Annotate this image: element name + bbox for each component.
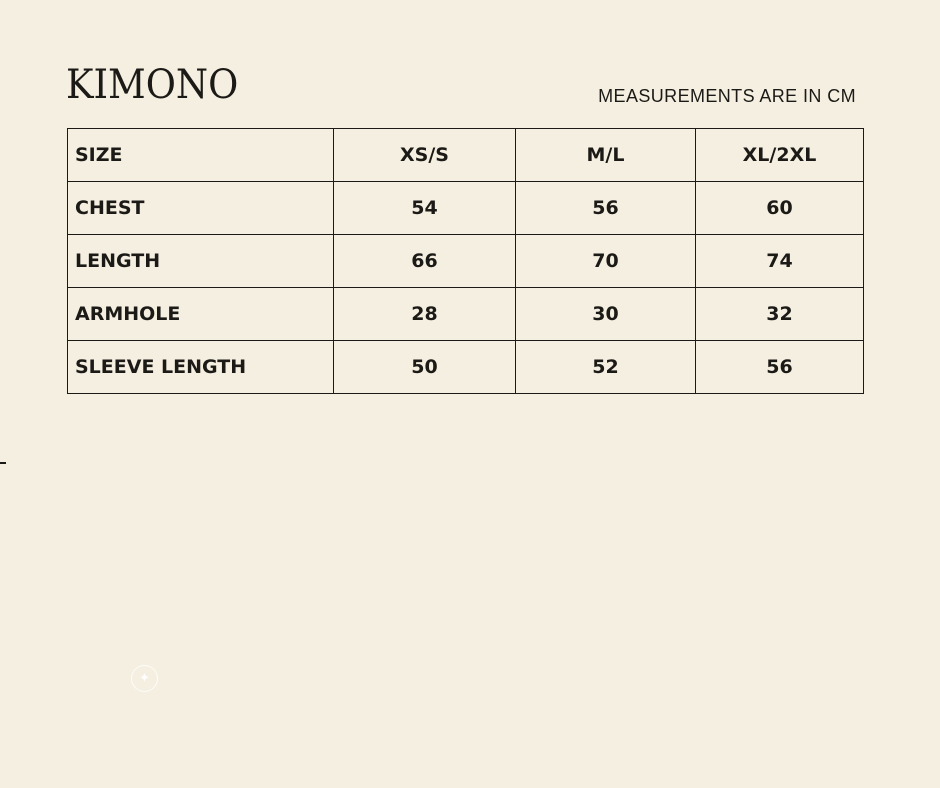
size-header: XL/2XL (695, 128, 864, 182)
measurement-cell: 56 (695, 340, 864, 394)
row-label: LENGTH (67, 234, 334, 288)
measurement-cell: 66 (333, 234, 516, 288)
measurement-cell: 56 (515, 181, 696, 235)
measurement-cell: 28 (333, 287, 516, 341)
size-header: XS/S (333, 128, 516, 182)
size-chart-table: SIZE XS/S M/L XL/2XL CHEST 54 56 60 LENGTH 66 70 74… (67, 128, 864, 394)
brand-logo: KIMONO (66, 62, 239, 108)
size-header: M/L (515, 128, 696, 182)
measurement-cell: 54 (333, 181, 516, 235)
measurement-cell: 32 (695, 287, 864, 341)
measurement-cell: 60 (695, 181, 864, 235)
table-row: LENGTH 66 70 74 (67, 234, 864, 288)
table-row: SLEEVE LENGTH 50 52 56 (67, 340, 864, 394)
measurement-cell: 52 (515, 340, 696, 394)
measurement-cell: 50 (333, 340, 516, 394)
header-row: SIZE XS/S M/L XL/2XL (67, 128, 864, 182)
measurement-cell: 30 (515, 287, 696, 341)
table-row: ARMHOLE 28 30 32 (67, 287, 864, 341)
table-row: CHEST 54 56 60 (67, 181, 864, 235)
row-label: SLEEVE LENGTH (67, 340, 334, 394)
row-label: ARMHOLE (67, 287, 334, 341)
sparkle-icon[interactable]: ✦ (131, 665, 158, 692)
measurement-cell: 74 (695, 234, 864, 288)
edge-mark (0, 462, 6, 464)
units-note: MEASUREMENTS ARE IN CM (598, 86, 856, 106)
row-label: CHEST (67, 181, 334, 235)
header-cell: SIZE (67, 128, 334, 182)
measurement-cell: 70 (515, 234, 696, 288)
